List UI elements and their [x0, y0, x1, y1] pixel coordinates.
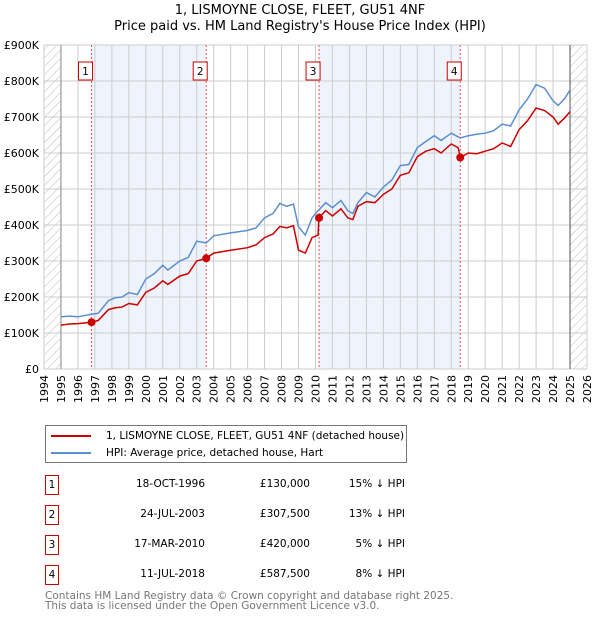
- x-tick-label: 2019: [462, 375, 475, 403]
- sale-price: £587,500: [259, 568, 310, 580]
- footer-line: This data is licensed under the Open Gov…: [45, 600, 380, 612]
- x-tick-label: 2006: [242, 375, 255, 403]
- x-tick-label: 2017: [428, 375, 441, 403]
- y-tick-label: £600K: [4, 147, 40, 160]
- sale-marker-box: 1: [45, 475, 59, 495]
- x-tick-label: 2016: [411, 375, 424, 403]
- x-tick-label: 2014: [377, 375, 390, 403]
- x-tick-label: 2003: [191, 375, 204, 403]
- sale-marker-box: 3: [45, 535, 59, 555]
- sale-label: 1: [82, 66, 89, 78]
- sale-label-box: [305, 61, 321, 81]
- sale-hpi-diff: 13% ↓ HPI: [348, 508, 405, 520]
- x-tick-label: 2022: [513, 375, 526, 403]
- chart-subtitle: Price paid vs. HM Land Registry's House …: [114, 19, 486, 34]
- x-tick-label: 2007: [259, 375, 272, 403]
- sale-point: [87, 318, 96, 327]
- x-tick-label: 2002: [174, 375, 187, 403]
- sale-label-box: [192, 61, 208, 81]
- sale-row: 3 17-MAR-2010 £420,000 5% ↓ HPI: [45, 535, 405, 555]
- footer: Contains HM Land Registry data © Crown c…: [45, 590, 454, 612]
- property-price-line: [60, 107, 571, 326]
- sale-row: 4 11-JUL-2018 £587,500 8% ↓ HPI: [45, 565, 405, 585]
- y-tick-label: £400K: [4, 219, 40, 232]
- y-tick-label: £700K: [4, 111, 40, 124]
- hatched-region: [44, 45, 61, 369]
- y-tick-label: £800K: [4, 75, 40, 88]
- legend-swatch-blue: [51, 452, 91, 454]
- legend-label: 1, LISMOYNE CLOSE, FLEET, GU51 4NF (deta…: [106, 430, 405, 442]
- x-tick-label: 1997: [89, 375, 102, 403]
- sale-price: £307,500: [259, 508, 310, 520]
- sale-marker-box: 4: [45, 565, 59, 585]
- x-tick-label: 2001: [157, 375, 170, 403]
- y-tick-label: £0: [25, 363, 39, 376]
- y-tick-label: £900K: [4, 39, 40, 52]
- sale-point: [315, 213, 324, 222]
- shaded-range: [91, 45, 207, 369]
- sale-date: 18-OCT-1996: [136, 478, 205, 490]
- x-tick-label: 2008: [276, 375, 289, 403]
- x-tick-label: 2018: [445, 375, 458, 403]
- sale-date: 17-MAR-2010: [134, 538, 205, 550]
- sale-point: [202, 254, 211, 263]
- sale-label-box: [78, 61, 94, 81]
- legend-item-property: 1, LISMOYNE CLOSE, FLEET, GU51 4NF (deta…: [46, 428, 404, 444]
- x-tick-label: 2005: [225, 375, 238, 403]
- hpi-line: [60, 83, 571, 318]
- y-tick-label: £100K: [4, 327, 40, 340]
- x-tick-label: 2025: [564, 375, 577, 403]
- x-tick-label: 2013: [360, 375, 373, 403]
- sale-label: 4: [451, 66, 458, 78]
- x-tick-label: 1995: [55, 375, 68, 403]
- x-tick-label: 2021: [496, 375, 509, 403]
- x-tick-label: 2015: [394, 375, 407, 403]
- x-tick-label: 2024: [547, 375, 560, 403]
- x-tick-label: 2020: [479, 375, 492, 403]
- x-tick-label: 2011: [326, 375, 339, 403]
- price-chart: 1994 1995 1996 1997 1998 1999 2000 2001 2002 2003…: [4, 39, 594, 403]
- sale-hpi-diff: 15% ↓ HPI: [348, 478, 405, 490]
- x-tick-label: 1996: [72, 375, 85, 403]
- x-tick-label: 1998: [106, 375, 119, 403]
- sale-hpi-diff: 8% ↓ HPI: [355, 568, 405, 580]
- y-tick-label: £300K: [4, 255, 40, 268]
- x-tick-label: 1999: [123, 375, 136, 403]
- legend-item-hpi: HPI: Average price, detached house, Hart: [46, 445, 323, 461]
- legend-swatch-red: [51, 435, 91, 437]
- sale-marker-box: 2: [45, 505, 59, 525]
- y-tick-label: £200K: [4, 291, 40, 304]
- x-tick-label: 2000: [140, 375, 153, 403]
- footer-line: Contains HM Land Registry data © Crown c…: [45, 590, 454, 602]
- x-tick-label: 2004: [208, 375, 221, 403]
- sale-date: 11-JUL-2018: [140, 568, 205, 580]
- x-tick-label: 1994: [38, 375, 51, 403]
- sale-label: 3: [310, 66, 317, 78]
- sale-date: 24-JUL-2003: [140, 508, 205, 520]
- sale-label-box: [446, 61, 462, 81]
- sale-price: £420,000: [259, 538, 310, 550]
- x-tick-label: 2023: [530, 375, 543, 403]
- chart-title: 1, LISMOYNE CLOSE, FLEET, GU51 4NF: [174, 3, 426, 18]
- hatched-region: [570, 45, 587, 369]
- legend: 1, LISMOYNE CLOSE, FLEET, GU51 4NF (deta…: [45, 425, 407, 463]
- x-tick-label: 2010: [310, 375, 323, 403]
- sale-point: [456, 153, 465, 162]
- sale-hpi-diff: 5% ↓ HPI: [355, 538, 405, 550]
- sale-label: 2: [197, 66, 204, 78]
- y-tick-label: £500K: [4, 183, 40, 196]
- sale-price: £130,000: [259, 478, 310, 490]
- x-tick-label: 2009: [293, 375, 306, 403]
- sale-row: 2 24-JUL-2003 £307,500 13% ↓ HPI: [45, 505, 405, 525]
- sale-row: 1 18-OCT-1996 £130,000 15% ↓ HPI: [45, 475, 405, 495]
- x-tick-label: 2012: [343, 375, 356, 403]
- x-tick-label: 2026: [581, 375, 594, 403]
- legend-label: HPI: Average price, detached house, Hart: [106, 447, 324, 459]
- shaded-range: [319, 45, 461, 369]
